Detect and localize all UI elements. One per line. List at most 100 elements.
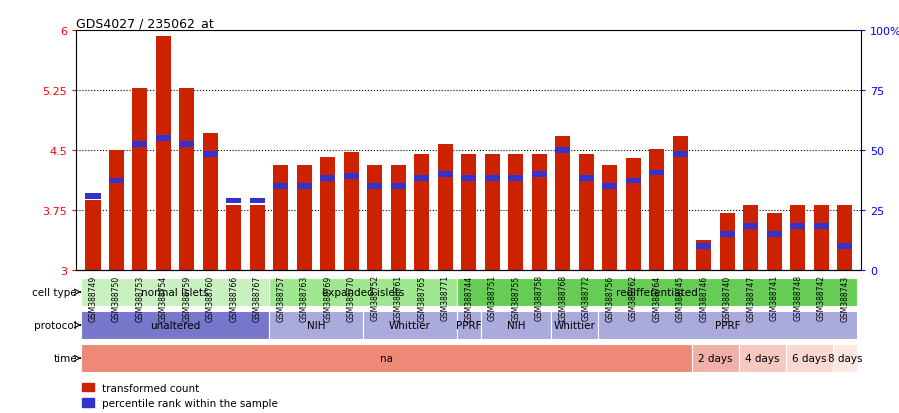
Bar (457, 311, 481, 339)
Bar (556, 136, 571, 271)
Bar (579, 155, 594, 271)
Bar (814, 205, 829, 271)
Text: GSM388754: GSM388754 (159, 275, 168, 321)
Text: GSM388771: GSM388771 (441, 275, 450, 320)
Bar (320, 157, 335, 271)
Text: Whittier: Whittier (554, 320, 595, 330)
Bar (790, 205, 806, 271)
Text: GSM388766: GSM388766 (229, 275, 238, 321)
Bar (367, 165, 382, 271)
Text: expanded islets: expanded islets (322, 287, 405, 297)
Text: PPRF: PPRF (456, 320, 482, 330)
Bar (343, 152, 359, 271)
Bar (531, 172, 547, 178)
Text: cell type: cell type (32, 287, 77, 297)
Text: Whittier: Whittier (389, 320, 431, 330)
Bar (696, 244, 711, 249)
Text: 2 days: 2 days (699, 353, 733, 363)
Bar (743, 224, 759, 229)
Text: normal islets: normal islets (141, 287, 209, 297)
Text: GSM388755: GSM388755 (512, 275, 521, 321)
Text: GSM388772: GSM388772 (582, 275, 591, 320)
Text: GDS4027 / 235062_at: GDS4027 / 235062_at (76, 17, 214, 30)
Bar (85, 200, 101, 271)
Bar (508, 155, 523, 271)
Text: GSM388740: GSM388740 (723, 275, 732, 321)
Text: GSM388743: GSM388743 (841, 275, 850, 321)
Bar (109, 151, 124, 271)
Bar (767, 232, 782, 237)
Bar (297, 165, 312, 271)
Text: GSM388748: GSM388748 (793, 275, 802, 320)
Bar (814, 224, 829, 229)
Bar (531, 155, 547, 271)
Bar (461, 176, 476, 181)
Bar (85, 193, 101, 199)
Text: 8 days: 8 days (828, 353, 862, 363)
Bar (81, 344, 692, 373)
Bar (720, 232, 735, 237)
Bar (320, 176, 335, 181)
Bar (649, 170, 664, 176)
Bar (297, 184, 312, 190)
Bar (202, 152, 218, 157)
Bar (132, 142, 147, 147)
Bar (227, 198, 242, 204)
Legend: transformed count, percentile rank within the sample: transformed count, percentile rank withi… (82, 383, 279, 408)
Bar (343, 173, 359, 179)
Text: GSM388753: GSM388753 (136, 275, 145, 321)
Bar (457, 278, 857, 306)
Text: GSM388761: GSM388761 (394, 275, 403, 320)
Text: GSM388759: GSM388759 (182, 275, 191, 321)
Bar (414, 155, 430, 271)
Bar (156, 136, 171, 142)
Bar (461, 155, 476, 271)
Bar (743, 205, 759, 271)
Text: GSM388767: GSM388767 (253, 275, 262, 321)
Bar (273, 184, 289, 190)
Bar (602, 165, 618, 271)
Bar (720, 213, 735, 271)
Bar (179, 142, 194, 147)
Text: GSM388770: GSM388770 (347, 275, 356, 321)
Bar (485, 155, 500, 271)
Bar (250, 198, 265, 204)
Text: GSM388750: GSM388750 (111, 275, 120, 321)
Bar (414, 176, 430, 181)
Bar (202, 133, 218, 271)
Text: GSM388763: GSM388763 (300, 275, 309, 321)
Text: unaltered: unaltered (150, 320, 200, 330)
Bar (179, 88, 194, 271)
Bar (672, 136, 688, 271)
Text: NIH: NIH (307, 320, 325, 330)
Bar (81, 278, 269, 306)
Bar (672, 152, 688, 157)
Text: GSM388751: GSM388751 (488, 275, 497, 320)
Bar (837, 205, 852, 271)
Bar (273, 165, 289, 271)
Bar (696, 240, 711, 271)
Text: GSM388745: GSM388745 (676, 275, 685, 321)
Bar (790, 224, 806, 229)
Bar (551, 311, 598, 339)
Text: GSM388756: GSM388756 (605, 275, 614, 321)
Bar (485, 176, 500, 181)
Text: time: time (54, 353, 77, 363)
Text: GSM388741: GSM388741 (770, 275, 779, 320)
Bar (132, 88, 147, 271)
Text: GSM388769: GSM388769 (324, 275, 333, 321)
Text: GSM388762: GSM388762 (628, 275, 637, 320)
Text: GSM388749: GSM388749 (88, 275, 97, 321)
Text: na: na (380, 353, 393, 363)
Bar (598, 311, 857, 339)
Text: 6 days: 6 days (792, 353, 827, 363)
Text: GSM388747: GSM388747 (746, 275, 755, 321)
Text: GSM388744: GSM388744 (464, 275, 474, 321)
Text: GSM388758: GSM388758 (535, 275, 544, 320)
Bar (556, 148, 571, 154)
Bar (367, 184, 382, 190)
Text: GSM388764: GSM388764 (653, 275, 662, 321)
Text: 4 days: 4 days (745, 353, 779, 363)
Text: redifferentiated: redifferentiated (616, 287, 698, 297)
Bar (269, 311, 363, 339)
